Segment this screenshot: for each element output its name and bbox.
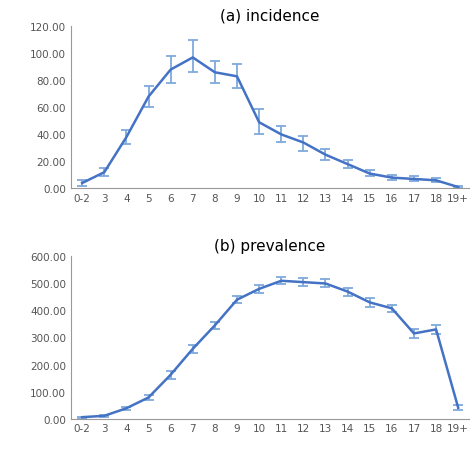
Title: (a) incidence: (a) incidence	[220, 8, 320, 23]
Title: (b) prevalence: (b) prevalence	[215, 238, 326, 253]
